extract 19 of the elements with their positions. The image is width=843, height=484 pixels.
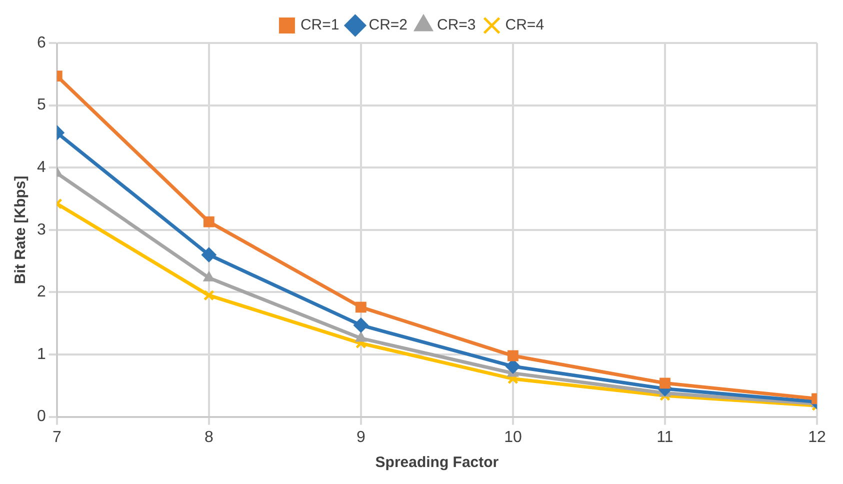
x-tick-label: 11 (656, 428, 674, 446)
y-tick-label: 6 (36, 34, 46, 52)
legend-label: CR=3 (437, 16, 476, 34)
x-tick-label: 8 (204, 428, 214, 446)
y-tick-label: 0 (36, 408, 46, 426)
x-tick-label: 12 (808, 428, 826, 446)
y-tick-label: 5 (36, 96, 46, 114)
y-tick-label: 1 (36, 346, 46, 363)
x-tick-label: 7 (52, 428, 62, 446)
y-axis-title: Bit Rate [Kbps] (12, 176, 30, 284)
x-axis-title: Spreading Factor (375, 454, 499, 472)
y-tick-label: 2 (36, 284, 46, 301)
y-tick-label: 4 (36, 159, 46, 176)
y-tick-label: 3 (36, 221, 46, 238)
legend-label: CR=1 (300, 16, 340, 34)
legend-label: CR=4 (505, 16, 544, 34)
legend-label: CR=2 (368, 16, 408, 34)
x-tick-label: 9 (356, 428, 366, 446)
x-tick-label: 10 (504, 428, 522, 446)
